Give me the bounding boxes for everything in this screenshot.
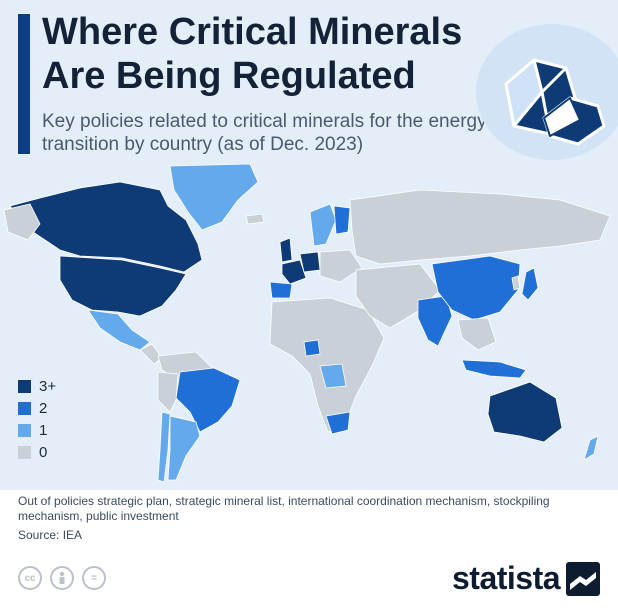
title-accent-bar — [18, 14, 30, 154]
region-argentina[interactable] — [167, 415, 201, 481]
license-icons: cc = — [18, 566, 106, 590]
region-chile[interactable] — [157, 411, 171, 483]
region-united-kingdom[interactable] — [279, 237, 293, 263]
region-russia[interactable] — [349, 189, 611, 265]
source-label: Source: IEA — [18, 528, 83, 542]
legend-label: 2 — [39, 399, 48, 417]
region-iceland[interactable] — [245, 213, 265, 225]
minerals-gem-icon — [476, 24, 618, 160]
region-south-africa[interactable] — [325, 411, 351, 435]
legend-item: 3+ — [18, 376, 56, 396]
no-derivatives-icon[interactable]: = — [82, 566, 106, 590]
region-southeast-asia[interactable] — [457, 317, 497, 351]
world-map — [3, 163, 611, 483]
region-eastern-europe[interactable] — [319, 249, 363, 283]
legend-swatch — [18, 401, 31, 415]
region-brazil[interactable] — [175, 367, 241, 433]
region-nigeria[interactable] — [303, 339, 321, 357]
region-germany[interactable] — [299, 251, 321, 273]
region-sweden[interactable] — [309, 203, 337, 247]
legend-label: 0 — [39, 443, 48, 461]
region-china[interactable] — [431, 255, 521, 321]
region-france[interactable] — [281, 259, 307, 285]
page-title: Where Critical Minerals Are Being Regula… — [42, 11, 463, 97]
footnote: Out of policies strategic plan, strategi… — [18, 494, 550, 523]
brand-name: statista — [452, 560, 561, 596]
region-indonesia[interactable] — [461, 359, 527, 379]
region-spain[interactable] — [269, 281, 293, 299]
region-dr-congo[interactable] — [319, 363, 347, 389]
legend-swatch — [18, 445, 31, 459]
creative-commons-icon[interactable]: cc — [18, 566, 42, 590]
region-alaska[interactable] — [3, 203, 41, 241]
legend-item: 0 — [18, 442, 56, 462]
region-finland[interactable] — [333, 205, 351, 235]
region-peru[interactable] — [157, 371, 179, 413]
region-united-states[interactable] — [59, 255, 187, 317]
legend-swatch — [18, 379, 31, 393]
region-australia[interactable] — [487, 381, 563, 443]
legend-item: 1 — [18, 420, 56, 440]
region-japan[interactable] — [521, 267, 539, 301]
region-new-zealand[interactable] — [583, 435, 599, 461]
map-legend: 3+ 2 1 0 — [18, 376, 56, 464]
legend-item: 2 — [18, 398, 56, 418]
legend-label: 1 — [39, 421, 48, 439]
region-greenland[interactable] — [169, 163, 259, 231]
region-canada[interactable] — [9, 181, 203, 273]
region-mexico[interactable] — [87, 309, 151, 351]
statista-logo[interactable]: statista — [452, 560, 601, 597]
attribution-icon[interactable] — [50, 566, 74, 590]
region-middle-east[interactable] — [355, 263, 441, 329]
region-korea[interactable] — [511, 275, 521, 291]
legend-label: 3+ — [39, 377, 57, 395]
legend-swatch — [18, 423, 31, 437]
page-subtitle: Key policies related to critical mineral… — [42, 111, 487, 155]
statista-mark-icon — [566, 561, 601, 596]
